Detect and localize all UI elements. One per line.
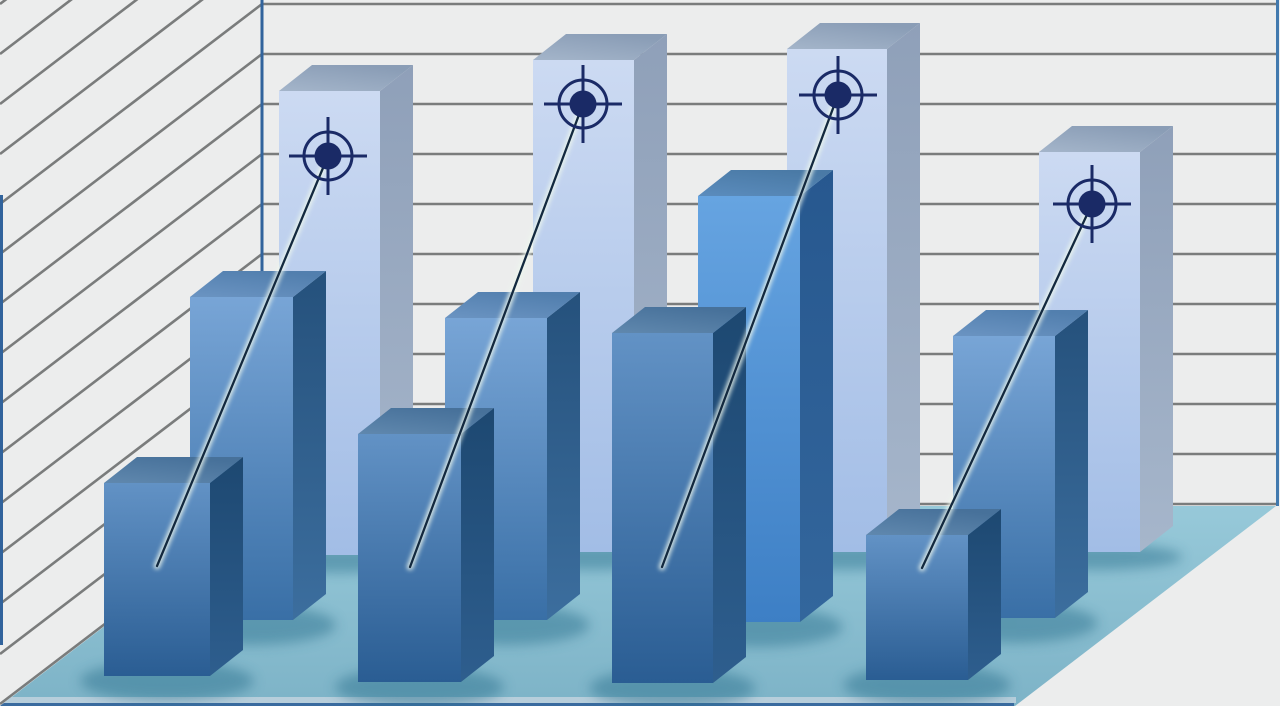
bar-group-1-front xyxy=(104,457,243,676)
bar-group-4-front xyxy=(866,509,1001,680)
bar-group-3-front-top-face xyxy=(612,307,746,333)
crosshair-target-1 xyxy=(289,117,367,195)
bar-group-4-middle-top-face xyxy=(953,310,1088,336)
bar-group-1-front-top-face xyxy=(104,457,243,483)
target-line-2 xyxy=(406,100,587,571)
bar-group-4-middle xyxy=(953,310,1088,618)
bar-group-4-front-front-face xyxy=(866,535,968,680)
target-line-core xyxy=(660,93,840,569)
left-wall-gridline xyxy=(0,102,262,306)
bar-group-2-front-side-face xyxy=(461,408,494,682)
left-wall-gridline xyxy=(0,0,262,106)
target-line-core xyxy=(408,102,585,569)
bar-group-1-front-side-face xyxy=(210,457,243,676)
bar-group-2-middle-side-face xyxy=(547,292,580,620)
target-line-3 xyxy=(658,91,842,571)
crosshair-target-2 xyxy=(544,65,622,143)
bar-group-3-back-side-face xyxy=(887,23,920,552)
bar-group-2-front xyxy=(358,408,494,682)
bar-group-4-back-top-face xyxy=(1039,126,1173,152)
target-line-core xyxy=(155,154,330,568)
frame-borders xyxy=(0,0,1279,645)
bar-group-1-middle-top-face xyxy=(190,271,326,297)
bar-group-3-front xyxy=(612,307,746,683)
bar-group-1-middle-side-face xyxy=(293,271,326,620)
target-line-core xyxy=(920,202,1094,570)
bar-group-3-middle-top-face xyxy=(698,170,833,196)
bar-group-2-back-top-face xyxy=(533,34,667,60)
bar-row-front xyxy=(80,307,1011,706)
bar-group-1-back-top-face xyxy=(279,65,413,91)
crosshair-target-4 xyxy=(1053,165,1131,243)
bar-group-1-front-front-face xyxy=(104,483,210,676)
left-wall-gridline xyxy=(0,0,262,156)
target-lines xyxy=(153,91,1096,572)
left-wall-gridline xyxy=(0,52,262,256)
crosshair-targets xyxy=(289,56,1131,243)
target-line-4 xyxy=(918,200,1096,572)
left-wall-gridline xyxy=(0,152,262,356)
floor-edge-details xyxy=(0,697,1016,706)
bar-group-4-middle-side-face xyxy=(1055,310,1088,618)
left-wall-gridline xyxy=(0,202,262,406)
bar-group-3-middle-side-face xyxy=(800,170,833,622)
bar-group-4-front-side-face xyxy=(968,509,1001,680)
crosshair-target-3 xyxy=(799,56,877,134)
bar-group-4-back-side-face xyxy=(1140,126,1173,552)
left-wall-gridline xyxy=(0,0,262,56)
left-wall-gridline xyxy=(0,2,262,206)
target-line-1 xyxy=(153,152,332,570)
bar-row-middle xyxy=(167,170,1098,647)
floor-front-strip xyxy=(0,697,1016,703)
bar-group-3-back-top-face xyxy=(787,23,920,49)
bar-group-3-front-front-face xyxy=(612,333,713,683)
bar-group-4-front-top-face xyxy=(866,509,1001,535)
bar-group-2-middle-top-face xyxy=(445,292,580,318)
